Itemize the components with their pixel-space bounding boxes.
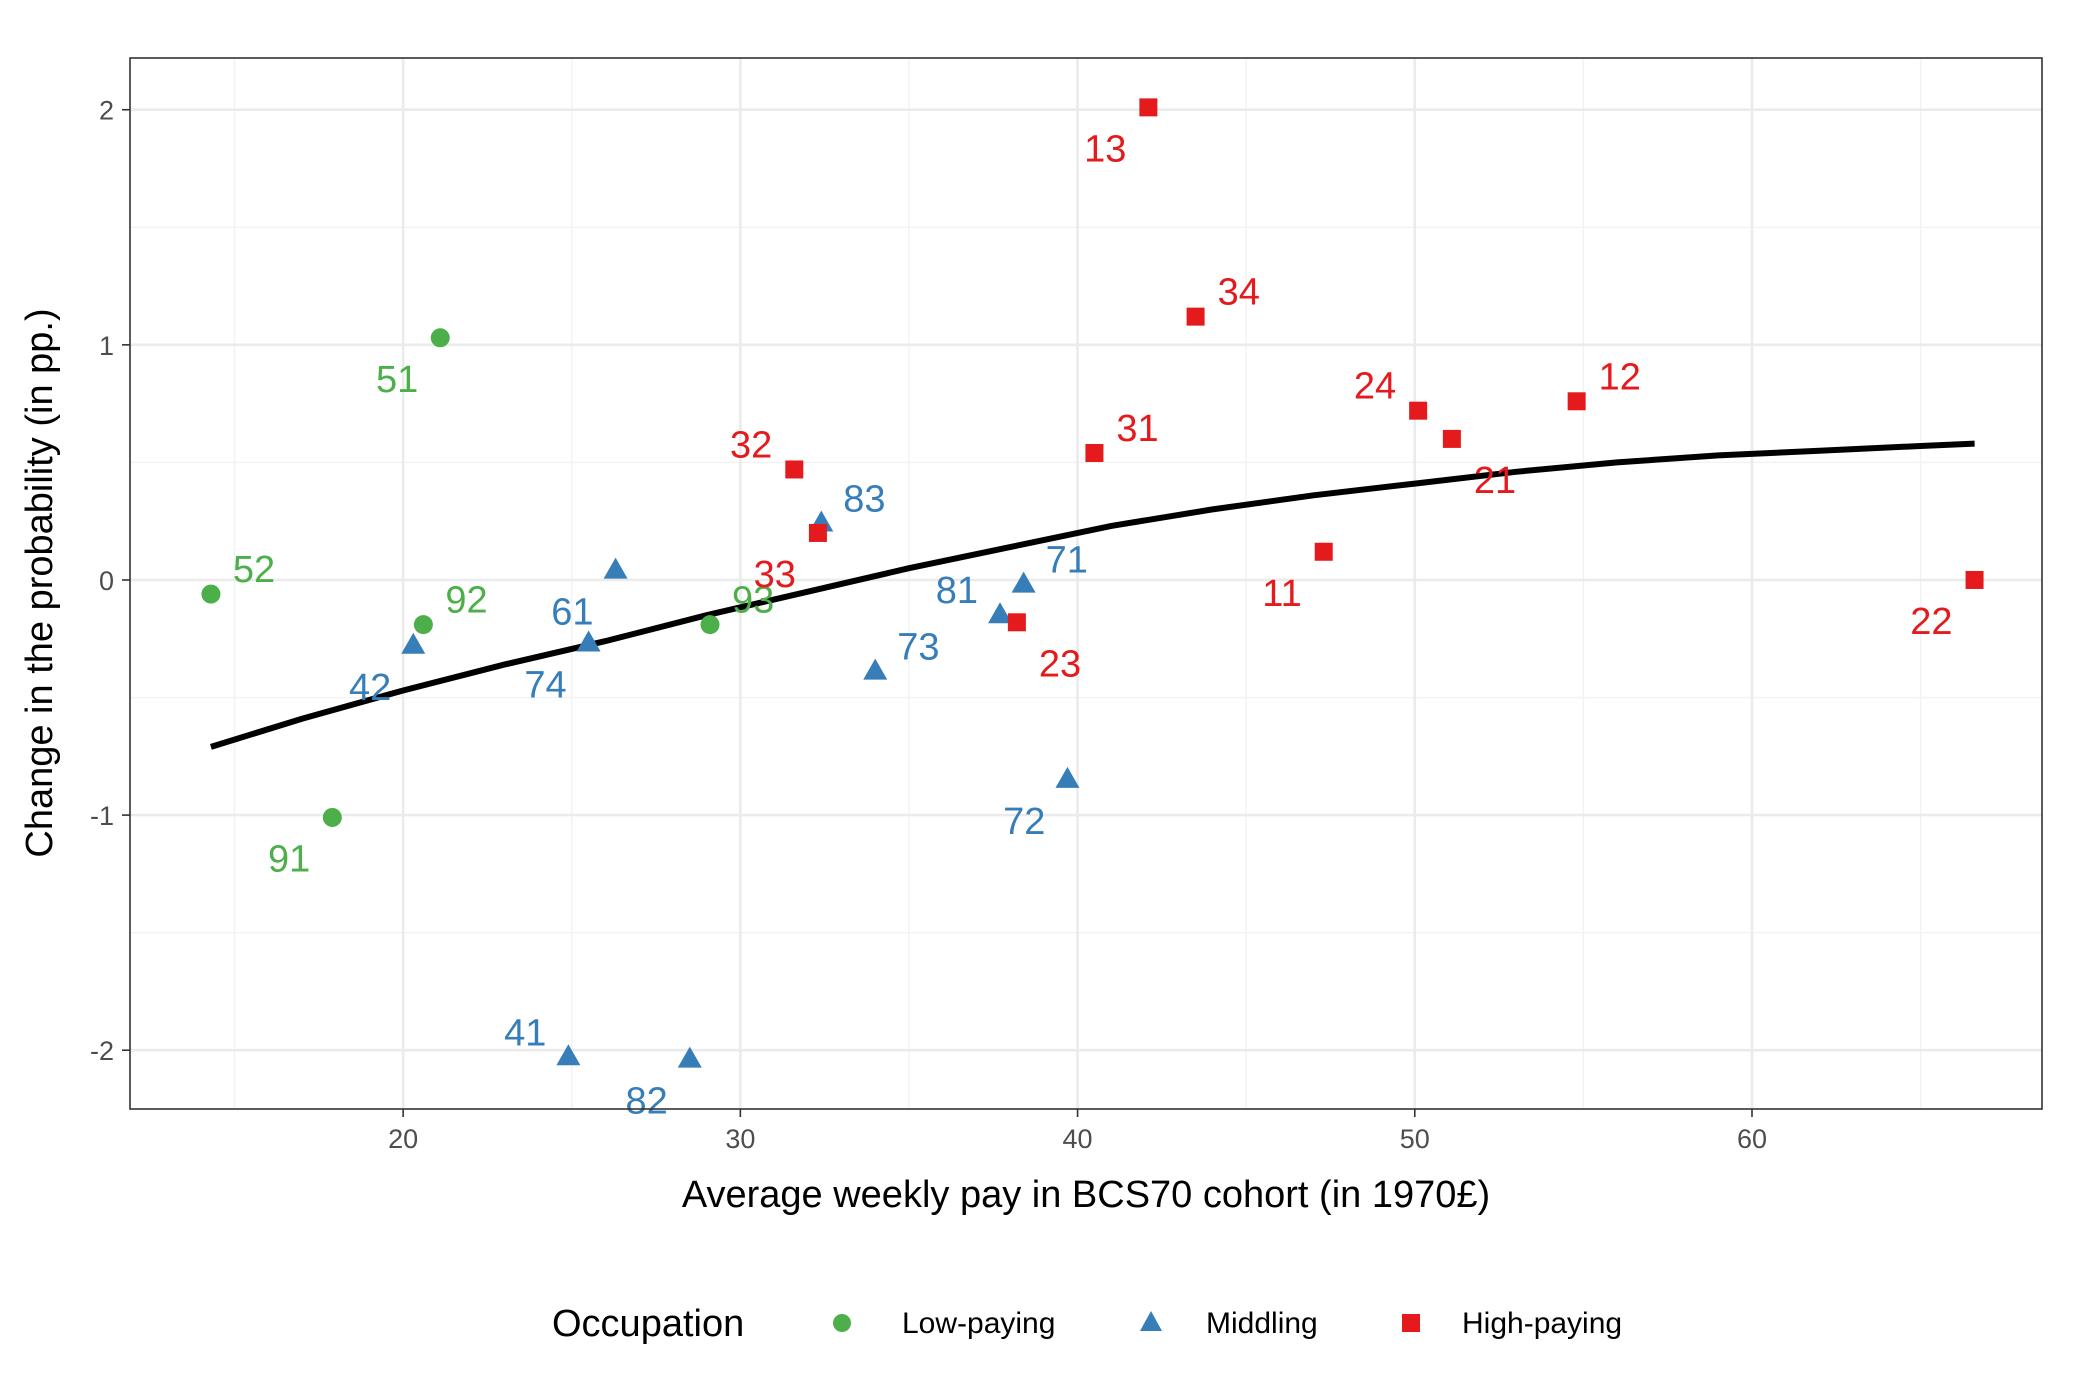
x-tick-label: 30 xyxy=(725,1124,755,1154)
legend-key-low-paying xyxy=(833,1314,851,1332)
y-tick-label: -2 xyxy=(90,1036,114,1066)
point-label-12: 12 xyxy=(1599,356,1641,398)
panel-background xyxy=(130,58,2042,1109)
point-73 xyxy=(863,658,888,680)
point-22 xyxy=(1965,570,1984,589)
point-52 xyxy=(201,584,221,604)
point-label-73: 73 xyxy=(897,627,939,669)
point-42 xyxy=(401,632,426,654)
point-label-81: 81 xyxy=(936,570,978,612)
point-label-32: 32 xyxy=(730,424,772,466)
point-label-74: 74 xyxy=(524,664,566,706)
point-41 xyxy=(556,1044,581,1066)
point-label-83: 83 xyxy=(843,479,885,521)
point-label-34: 34 xyxy=(1218,272,1260,314)
point-label-72: 72 xyxy=(1003,801,1045,843)
legend-key-high-paying xyxy=(1402,1314,1420,1332)
point-92 xyxy=(413,615,433,635)
legend-label-low-paying: Low-paying xyxy=(902,1307,1055,1340)
point-33 xyxy=(808,523,827,542)
point-labels: 52 51 92 93 91 42 61 74 41 82 83 73 81 71 72 13 34 32 33 31… xyxy=(233,128,1953,1122)
point-32 xyxy=(785,460,804,479)
point-11 xyxy=(1314,542,1333,561)
legend-label-high-paying: High-paying xyxy=(1462,1307,1622,1340)
point-label-41: 41 xyxy=(504,1012,546,1054)
point-93 xyxy=(700,615,720,635)
point-label-33: 33 xyxy=(754,554,796,596)
legend-label-middling: Middling xyxy=(1206,1307,1318,1340)
point-label-61: 61 xyxy=(551,592,593,634)
legend-title: Occupation xyxy=(552,1303,744,1345)
point-label-52: 52 xyxy=(233,549,275,591)
point-81 xyxy=(988,602,1013,624)
point-51 xyxy=(430,328,450,348)
point-23 xyxy=(1007,613,1026,632)
point-91 xyxy=(322,807,342,827)
y-tick-label: 2 xyxy=(99,96,114,126)
point-label-92: 92 xyxy=(445,580,487,622)
x-tick-label: 20 xyxy=(388,1124,418,1154)
panel-border xyxy=(129,57,2043,1110)
legend-key-middling xyxy=(1140,1311,1162,1331)
point-label-24: 24 xyxy=(1354,366,1396,408)
x-tick-label: 40 xyxy=(1063,1124,1093,1154)
x-tick-label: 60 xyxy=(1737,1124,1767,1154)
point-82 xyxy=(677,1046,702,1068)
point-label-91: 91 xyxy=(268,838,310,880)
point-31 xyxy=(1085,444,1104,463)
point-21 xyxy=(1442,429,1461,448)
legend: Occupation Low-paying Middling High-payi… xyxy=(552,1303,1622,1345)
point-label-21: 21 xyxy=(1474,460,1516,502)
point-24 xyxy=(1409,401,1428,420)
y-tick-label: 0 xyxy=(99,566,114,596)
point-label-13: 13 xyxy=(1084,128,1126,170)
point-label-11: 11 xyxy=(1262,573,1301,615)
point-72 xyxy=(1055,766,1080,788)
point-13 xyxy=(1139,98,1158,117)
y-axis-title: Change in the probability (in pp.) xyxy=(19,308,61,857)
point-label-22: 22 xyxy=(1910,601,1952,643)
y-tick-label: 1 xyxy=(99,331,114,361)
point-34 xyxy=(1186,307,1205,326)
y-tick-label: -1 xyxy=(90,801,114,831)
gridlines xyxy=(130,58,2042,1109)
data-points xyxy=(201,98,1984,1068)
point-label-31: 31 xyxy=(1116,408,1158,450)
point-71 xyxy=(1011,571,1036,593)
point-label-71: 71 xyxy=(1046,540,1088,582)
point-61 xyxy=(603,557,628,579)
point-label-42: 42 xyxy=(349,667,391,709)
fit-curve xyxy=(210,440,1975,750)
point-label-51: 51 xyxy=(376,359,418,401)
point-label-23: 23 xyxy=(1039,643,1081,685)
x-axis-title: Average weekly pay in BCS70 cohort (in 1… xyxy=(682,1174,1490,1216)
x-tick-label: 50 xyxy=(1400,1124,1430,1154)
point-label-82: 82 xyxy=(625,1081,667,1123)
point-label-93: 93 xyxy=(732,580,774,622)
point-74 xyxy=(576,630,601,652)
fit-curve-layer xyxy=(210,440,1975,750)
point-12 xyxy=(1567,392,1586,411)
